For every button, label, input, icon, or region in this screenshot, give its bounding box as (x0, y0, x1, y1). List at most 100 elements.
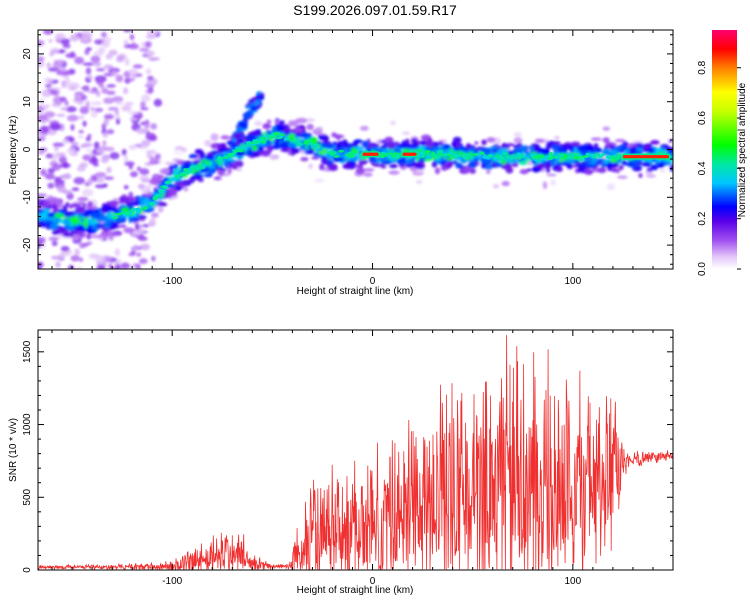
ridge-blob (556, 166, 563, 172)
ridge-blob (355, 145, 365, 152)
ridge-blob (597, 167, 607, 174)
core-blob (454, 154, 461, 157)
noise-blob (105, 53, 113, 60)
ridge-blob (63, 218, 71, 222)
ridge-blob (300, 157, 309, 162)
noise-blob (63, 161, 68, 169)
ridge-blob (348, 160, 357, 167)
noise-blob (128, 68, 138, 77)
noise-blob (40, 168, 47, 176)
ridge-blob (486, 137, 496, 143)
ridge-blob (352, 142, 357, 148)
colorbar-tick-label: 0.0 (697, 262, 708, 276)
noise-blob (204, 139, 212, 147)
ridge-blob (386, 160, 392, 164)
ridge-blob (198, 152, 205, 159)
ridge-blob (173, 149, 184, 156)
colorbar-tick-label: 0.2 (697, 211, 708, 225)
ridge-blob (372, 163, 383, 167)
noise-blob (38, 39, 45, 47)
ridge-blob (38, 202, 43, 208)
noise-blob (116, 55, 125, 63)
noise-blob (96, 264, 106, 269)
y-tick-label: 10 (22, 96, 33, 108)
core-blob (345, 153, 349, 157)
noise-blob (77, 196, 89, 202)
noise-blob (79, 106, 90, 115)
noise-blob (38, 193, 48, 197)
ridge-blob (66, 226, 76, 231)
core-blob (569, 153, 576, 157)
ridge-blob (577, 146, 588, 153)
noise-blob (124, 161, 135, 167)
ridge-blob (455, 162, 463, 169)
x-tick-label: -100 (162, 576, 182, 587)
noise-blob (106, 84, 116, 88)
ridge-blob (64, 211, 73, 217)
noise-blob (48, 39, 53, 43)
colorbar-label: Normalized spectral amplitude (737, 82, 748, 217)
noise-blob (121, 105, 132, 112)
noise-blob (79, 257, 84, 263)
core-blob (222, 155, 229, 160)
noise-blob (64, 100, 69, 106)
noise-blob (147, 75, 154, 81)
core-blob (613, 156, 620, 161)
ridge-blob (217, 169, 225, 176)
noise-blob (46, 118, 51, 122)
noise-blob (69, 51, 76, 59)
ridge-blob (279, 120, 285, 124)
ridge-blob (529, 146, 534, 152)
y-tick-label: -20 (22, 237, 33, 252)
ridge-blob (474, 141, 479, 145)
core-blob (473, 153, 480, 156)
core-blob (426, 155, 433, 160)
ridge-blob (315, 147, 324, 152)
core-blob (437, 153, 443, 157)
ridge-blob (650, 140, 660, 145)
ridge-blob (368, 158, 378, 163)
noise-blob (150, 123, 158, 130)
ridge-blob (632, 165, 642, 172)
noise-blob (114, 109, 119, 116)
ridge-blob (81, 213, 90, 218)
ridge-blob (585, 144, 595, 152)
noise-blob (129, 33, 135, 41)
ridge-blob (125, 197, 134, 202)
colorbar-tick-label: 0.6 (697, 111, 708, 125)
ridge-blob (447, 161, 454, 168)
ridge-blob (135, 223, 140, 229)
noise-blob (139, 168, 150, 176)
ridge-blob (308, 137, 318, 144)
ridge-blob (38, 220, 46, 227)
noise-blob (128, 43, 139, 50)
noise-blob (493, 137, 501, 145)
ridge-blob (532, 167, 540, 173)
ridge-blob (320, 143, 332, 148)
core-blob (354, 150, 359, 153)
tone-core (362, 152, 379, 156)
ridge-blob (545, 143, 552, 150)
noise-blob (136, 166, 142, 172)
ridge-blob (328, 165, 338, 172)
noise-blob (70, 124, 75, 131)
ridge-blob (306, 123, 314, 131)
noise-blob (49, 47, 60, 54)
y-tick-label: 500 (22, 488, 33, 505)
noise-blob (38, 137, 46, 141)
ridge-blob (100, 206, 111, 211)
noise-blob (388, 170, 400, 175)
noise-blob (109, 152, 120, 160)
noise-blob (76, 95, 81, 99)
noise-blob (87, 134, 92, 138)
noise-blob (501, 180, 510, 187)
ridge-blob (50, 223, 58, 231)
ridge-blob (227, 167, 232, 174)
ridge-blob (62, 232, 74, 238)
ridge-blob (336, 134, 345, 139)
noise-blob (101, 31, 107, 38)
noise-blob (46, 62, 51, 68)
ridge-blob (79, 218, 85, 223)
